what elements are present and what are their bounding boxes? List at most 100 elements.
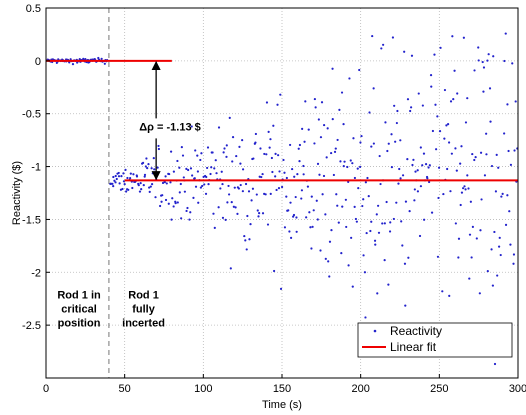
- reactivity-point: [413, 199, 416, 202]
- reactivity-point: [146, 167, 149, 170]
- reactivity-point: [387, 142, 390, 145]
- reactivity-point: [490, 164, 494, 168]
- reactivity-point: [411, 163, 414, 167]
- reactivity-point: [309, 226, 312, 229]
- annotation-line: Rod 1 in: [57, 290, 101, 302]
- reactivity-point: [305, 216, 308, 219]
- reactivity-point: [488, 87, 492, 90]
- reactivity-point: [417, 92, 420, 95]
- reactivity-point: [317, 118, 320, 121]
- reactivity-point: [224, 218, 227, 221]
- reactivity-point: [427, 166, 430, 169]
- reactivity-point: [167, 202, 170, 205]
- reactivity-point: [236, 212, 239, 215]
- reactivity-point: [462, 187, 465, 190]
- reactivity-point: [241, 168, 245, 171]
- reactivity-point: [112, 185, 115, 188]
- reactivity-point: [392, 217, 395, 221]
- reactivity-point: [315, 199, 318, 202]
- reactivity-point: [141, 161, 145, 164]
- reactivity-point: [477, 46, 480, 49]
- reactivity-point: [147, 163, 150, 166]
- reactivity-point: [500, 195, 503, 198]
- reactivity-point: [138, 190, 142, 193]
- reactivity-point: [435, 148, 438, 151]
- reactivity-point: [459, 203, 462, 207]
- reactivity-point: [455, 169, 458, 172]
- reactivity-point: [301, 127, 304, 131]
- reactivity-point: [274, 152, 277, 155]
- reactivity-point: [182, 176, 185, 179]
- reactivity-point: [227, 193, 231, 196]
- reactivity-point: [231, 136, 235, 139]
- reactivity-point: [489, 120, 492, 123]
- reactivity-point: [214, 159, 217, 162]
- reactivity-point: [124, 168, 127, 171]
- reactivity-point: [227, 184, 230, 188]
- reactivity-point: [456, 92, 459, 95]
- reactivity-point: [382, 43, 385, 46]
- reactivity-point: [430, 211, 434, 214]
- reactivity-point: [185, 167, 188, 170]
- reactivity-point: [454, 222, 457, 225]
- reactivity-point: [307, 128, 310, 131]
- reactivity-point: [367, 195, 370, 198]
- reactivity-point: [113, 179, 116, 182]
- reactivity-point: [193, 177, 196, 180]
- reactivity-point: [441, 290, 444, 293]
- reactivity-point: [84, 58, 87, 61]
- reactivity-point: [428, 180, 431, 184]
- reactivity-point: [153, 168, 156, 171]
- reactivity-point: [437, 196, 440, 200]
- reactivity-point: [169, 150, 173, 153]
- reactivity-point: [283, 226, 287, 229]
- reactivity-point: [482, 90, 485, 93]
- y-tick-label: -1: [31, 162, 41, 174]
- reactivity-point: [498, 236, 501, 239]
- reactivity-point: [180, 217, 183, 220]
- reactivity-point: [200, 152, 203, 155]
- reactivity-point: [481, 60, 484, 64]
- reactivity-point: [466, 97, 469, 100]
- reactivity-point: [210, 166, 213, 169]
- reactivity-point: [468, 233, 472, 236]
- x-tick-label: 250: [430, 383, 448, 395]
- reactivity-point: [143, 173, 147, 176]
- legend-label-linear-fit: Linear fit: [390, 340, 437, 354]
- reactivity-point: [244, 239, 247, 242]
- reactivity-point: [298, 160, 301, 163]
- reactivity-point: [172, 205, 175, 208]
- reactivity-point: [149, 185, 152, 188]
- reactivity-point: [343, 160, 346, 163]
- reactivity-point: [507, 149, 510, 153]
- reactivity-point: [496, 274, 499, 277]
- reactivity-point: [311, 225, 314, 228]
- reactivity-point: [363, 271, 367, 274]
- reactivity-point: [409, 109, 412, 113]
- reactivity-point: [304, 100, 307, 103]
- reactivity-point: [429, 74, 433, 77]
- reactivity-point: [250, 199, 253, 202]
- reactivity-point: [269, 138, 272, 141]
- reactivity-point: [369, 229, 372, 233]
- reactivity-point: [407, 256, 410, 259]
- reactivity-point: [335, 193, 338, 196]
- reactivity-point: [199, 186, 203, 189]
- reactivity-point: [332, 173, 335, 177]
- reactivity-point: [243, 234, 246, 238]
- reactivity-point: [321, 193, 324, 196]
- reactivity-point: [485, 132, 488, 135]
- reactivity-point: [348, 77, 351, 80]
- reactivity-point: [289, 236, 293, 239]
- reactivity-point: [362, 254, 365, 257]
- reactivity-point: [421, 164, 424, 167]
- y-tick-label: -2.5: [22, 320, 41, 332]
- reactivity-point: [471, 225, 474, 228]
- reactivity-point: [497, 166, 500, 169]
- reactivity-point: [462, 36, 465, 39]
- reactivity-point: [468, 277, 471, 280]
- reactivity-point: [181, 154, 185, 157]
- reactivity-point: [288, 230, 291, 233]
- reactivity-point: [297, 147, 300, 150]
- reactivity-point: [277, 186, 281, 190]
